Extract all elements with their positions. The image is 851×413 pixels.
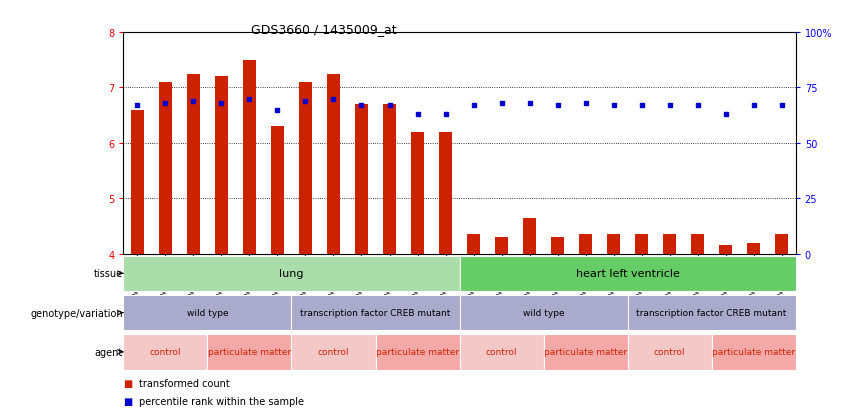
Bar xyxy=(460,295,628,330)
Text: wild type: wild type xyxy=(523,309,564,317)
Bar xyxy=(123,256,460,291)
Text: ■: ■ xyxy=(123,378,133,388)
Bar xyxy=(123,295,291,330)
Text: agent: agent xyxy=(94,347,123,357)
Text: particulate matter: particulate matter xyxy=(208,348,291,356)
Bar xyxy=(775,235,788,254)
Bar xyxy=(495,237,508,254)
Bar xyxy=(628,335,711,370)
Text: transformed count: transformed count xyxy=(139,378,230,388)
Bar xyxy=(131,110,144,254)
Text: control: control xyxy=(150,348,181,356)
Bar xyxy=(636,235,648,254)
Text: genotype/variation: genotype/variation xyxy=(30,308,123,318)
Bar xyxy=(523,218,536,254)
Bar xyxy=(439,133,452,254)
Bar xyxy=(460,335,544,370)
Bar xyxy=(747,243,760,254)
Bar xyxy=(628,295,796,330)
Text: transcription factor CREB mutant: transcription factor CREB mutant xyxy=(637,309,787,317)
Bar xyxy=(580,235,592,254)
Bar xyxy=(327,74,340,254)
Bar xyxy=(300,83,311,254)
Text: control: control xyxy=(654,348,685,356)
Bar xyxy=(187,74,200,254)
Text: wild type: wild type xyxy=(186,309,228,317)
Bar xyxy=(663,235,676,254)
Text: particulate matter: particulate matter xyxy=(544,348,627,356)
Bar xyxy=(375,335,460,370)
Text: heart left ventricle: heart left ventricle xyxy=(575,268,680,279)
Bar xyxy=(691,235,704,254)
Bar xyxy=(271,127,283,254)
Text: GDS3660 / 1435009_at: GDS3660 / 1435009_at xyxy=(251,23,397,36)
Bar xyxy=(544,335,628,370)
Bar xyxy=(467,235,480,254)
Bar xyxy=(291,295,460,330)
Bar xyxy=(460,256,796,291)
Bar xyxy=(159,83,172,254)
Text: particulate matter: particulate matter xyxy=(712,348,795,356)
Bar xyxy=(243,61,256,254)
Text: ■: ■ xyxy=(123,396,133,406)
Bar xyxy=(608,235,620,254)
Text: tissue: tissue xyxy=(94,268,123,279)
Text: control: control xyxy=(317,348,349,356)
Bar xyxy=(215,77,228,254)
Bar xyxy=(291,335,375,370)
Bar xyxy=(123,335,208,370)
Bar xyxy=(383,105,396,254)
Bar xyxy=(411,133,424,254)
Text: particulate matter: particulate matter xyxy=(376,348,459,356)
Bar xyxy=(719,246,732,254)
Text: lung: lung xyxy=(279,268,304,279)
Text: percentile rank within the sample: percentile rank within the sample xyxy=(139,396,304,406)
Text: transcription factor CREB mutant: transcription factor CREB mutant xyxy=(300,309,451,317)
Bar xyxy=(551,237,564,254)
Bar xyxy=(711,335,796,370)
Bar xyxy=(355,105,368,254)
Text: control: control xyxy=(486,348,517,356)
Bar xyxy=(208,335,291,370)
